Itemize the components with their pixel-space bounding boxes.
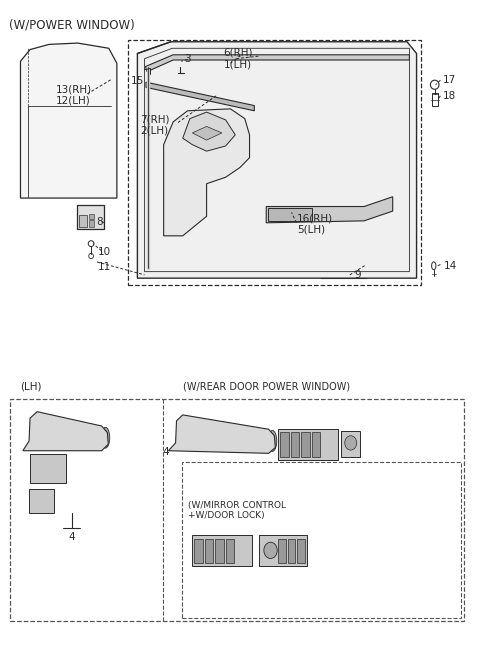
Polygon shape <box>266 197 393 223</box>
Text: 9: 9 <box>355 270 361 280</box>
Text: 17: 17 <box>443 75 456 84</box>
Text: (W/REAR DOOR POWER WINDOW): (W/REAR DOOR POWER WINDOW) <box>183 382 350 392</box>
Text: 11: 11 <box>97 262 110 272</box>
Bar <box>280 432 288 457</box>
Bar <box>324 260 333 276</box>
Bar <box>312 432 320 457</box>
Bar <box>215 539 224 563</box>
Text: (W/MIRROR CONTROL
+W/DOOR LOCK): (W/MIRROR CONTROL +W/DOOR LOCK) <box>188 501 286 521</box>
Bar <box>194 539 203 563</box>
Text: 18: 18 <box>443 92 456 101</box>
Bar <box>352 260 364 276</box>
Text: 14: 14 <box>444 261 457 271</box>
Bar <box>77 205 105 230</box>
Polygon shape <box>168 415 276 453</box>
Bar <box>432 93 438 105</box>
Ellipse shape <box>345 436 357 450</box>
Ellipse shape <box>264 542 277 559</box>
Bar <box>10 399 464 621</box>
Bar <box>259 535 307 566</box>
Bar <box>42 105 90 131</box>
Polygon shape <box>145 55 409 72</box>
Bar <box>31 491 52 511</box>
Bar <box>48 456 62 481</box>
Polygon shape <box>146 82 254 111</box>
Bar <box>89 220 94 227</box>
Polygon shape <box>137 42 417 278</box>
Text: (W/POWER WINDOW): (W/POWER WINDOW) <box>9 18 134 31</box>
Text: 3: 3 <box>184 54 191 63</box>
Bar <box>144 59 155 69</box>
Text: 7(RH)
2(LH): 7(RH) 2(LH) <box>140 114 169 136</box>
Bar <box>226 539 234 563</box>
Ellipse shape <box>268 430 277 451</box>
Text: 15: 15 <box>132 76 144 86</box>
Bar <box>89 214 94 219</box>
Bar <box>278 539 286 563</box>
Polygon shape <box>29 489 54 513</box>
Polygon shape <box>183 112 235 151</box>
Polygon shape <box>192 126 222 140</box>
Bar <box>270 211 284 220</box>
Bar <box>204 539 213 563</box>
Ellipse shape <box>101 427 110 448</box>
Bar <box>290 432 299 457</box>
Text: 8: 8 <box>96 216 103 226</box>
Text: 16(RH)
5(LH): 16(RH) 5(LH) <box>297 213 334 235</box>
Polygon shape <box>30 454 66 483</box>
Text: 6(RH)
1(LH): 6(RH) 1(LH) <box>223 48 252 69</box>
Bar <box>297 539 305 563</box>
Polygon shape <box>268 209 312 221</box>
Text: 4: 4 <box>163 447 169 457</box>
Bar <box>192 535 252 566</box>
Ellipse shape <box>38 146 42 150</box>
Text: 10: 10 <box>97 247 110 257</box>
Bar <box>182 462 461 618</box>
Text: 13(RH)
12(LH): 13(RH) 12(LH) <box>56 84 92 106</box>
Bar <box>288 539 295 563</box>
Bar <box>286 211 293 220</box>
Polygon shape <box>164 109 250 236</box>
Text: (LH): (LH) <box>21 382 42 392</box>
Bar <box>301 432 310 457</box>
Polygon shape <box>21 43 117 198</box>
Ellipse shape <box>289 203 293 208</box>
Polygon shape <box>23 411 108 451</box>
Bar <box>341 431 360 457</box>
Ellipse shape <box>175 56 186 67</box>
Bar <box>128 41 421 284</box>
Bar <box>32 456 46 481</box>
Bar <box>79 215 87 227</box>
Bar <box>321 241 366 278</box>
Text: 4: 4 <box>69 532 75 542</box>
Bar <box>278 428 338 460</box>
Bar <box>324 260 350 276</box>
